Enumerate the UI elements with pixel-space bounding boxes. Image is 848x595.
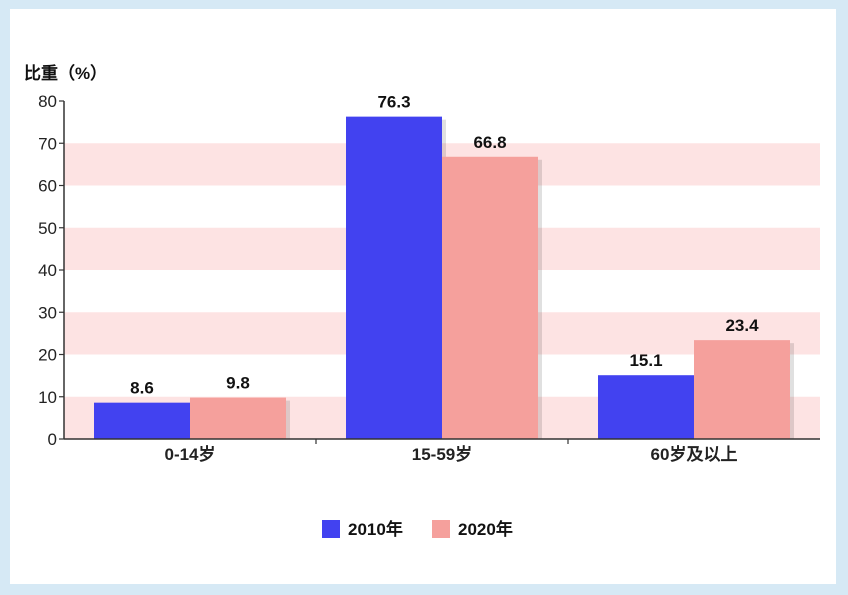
legend-label: 2020年 [458,519,513,539]
category-label: 60岁及以上 [651,444,738,464]
y-tick-label: 70 [38,134,57,153]
y-tick-label: 80 [38,92,57,111]
y-tick-label: 0 [48,430,57,449]
bar-2020年-60岁及以上 [694,340,790,439]
data-label: 76.3 [377,93,410,112]
category-label: 0-14岁 [164,444,215,464]
data-label: 9.8 [226,374,250,393]
y-tick-label: 60 [38,177,57,196]
data-label: 15.1 [629,351,662,370]
data-label: 23.4 [725,316,759,335]
y-tick-label: 50 [38,219,57,238]
legend-swatch [322,520,340,538]
y-axis-label: 比重（%） [24,63,107,83]
data-label: 8.6 [130,379,154,398]
legend: 2010年 2020年 [322,519,513,539]
y-tick-label: 40 [38,261,57,280]
legend-label: 2010年 [348,519,403,539]
axes: 0 10 20 30 40 50 60 70 80 [38,92,820,449]
y-tick-label: 20 [38,346,57,365]
bar-2010年-60岁及以上 [598,375,694,439]
category-label: 15-59岁 [412,444,472,464]
bar-2010年-15-59岁 [346,116,442,439]
bar-2010年-0-14岁 [94,402,190,439]
y-tick-label: 10 [38,388,57,407]
legend-swatch [432,520,450,538]
label-group: 8.6 9.8 0-14岁 76.3 66.8 15-59岁 15.1 23.4 60岁及以上 [130,93,759,464]
y-tick-label: 30 [38,303,57,322]
bar-2020年-15-59岁 [442,156,538,439]
bar-2020年-0-14岁 [190,397,286,439]
bar-group [94,116,794,439]
data-label: 66.8 [473,133,506,152]
